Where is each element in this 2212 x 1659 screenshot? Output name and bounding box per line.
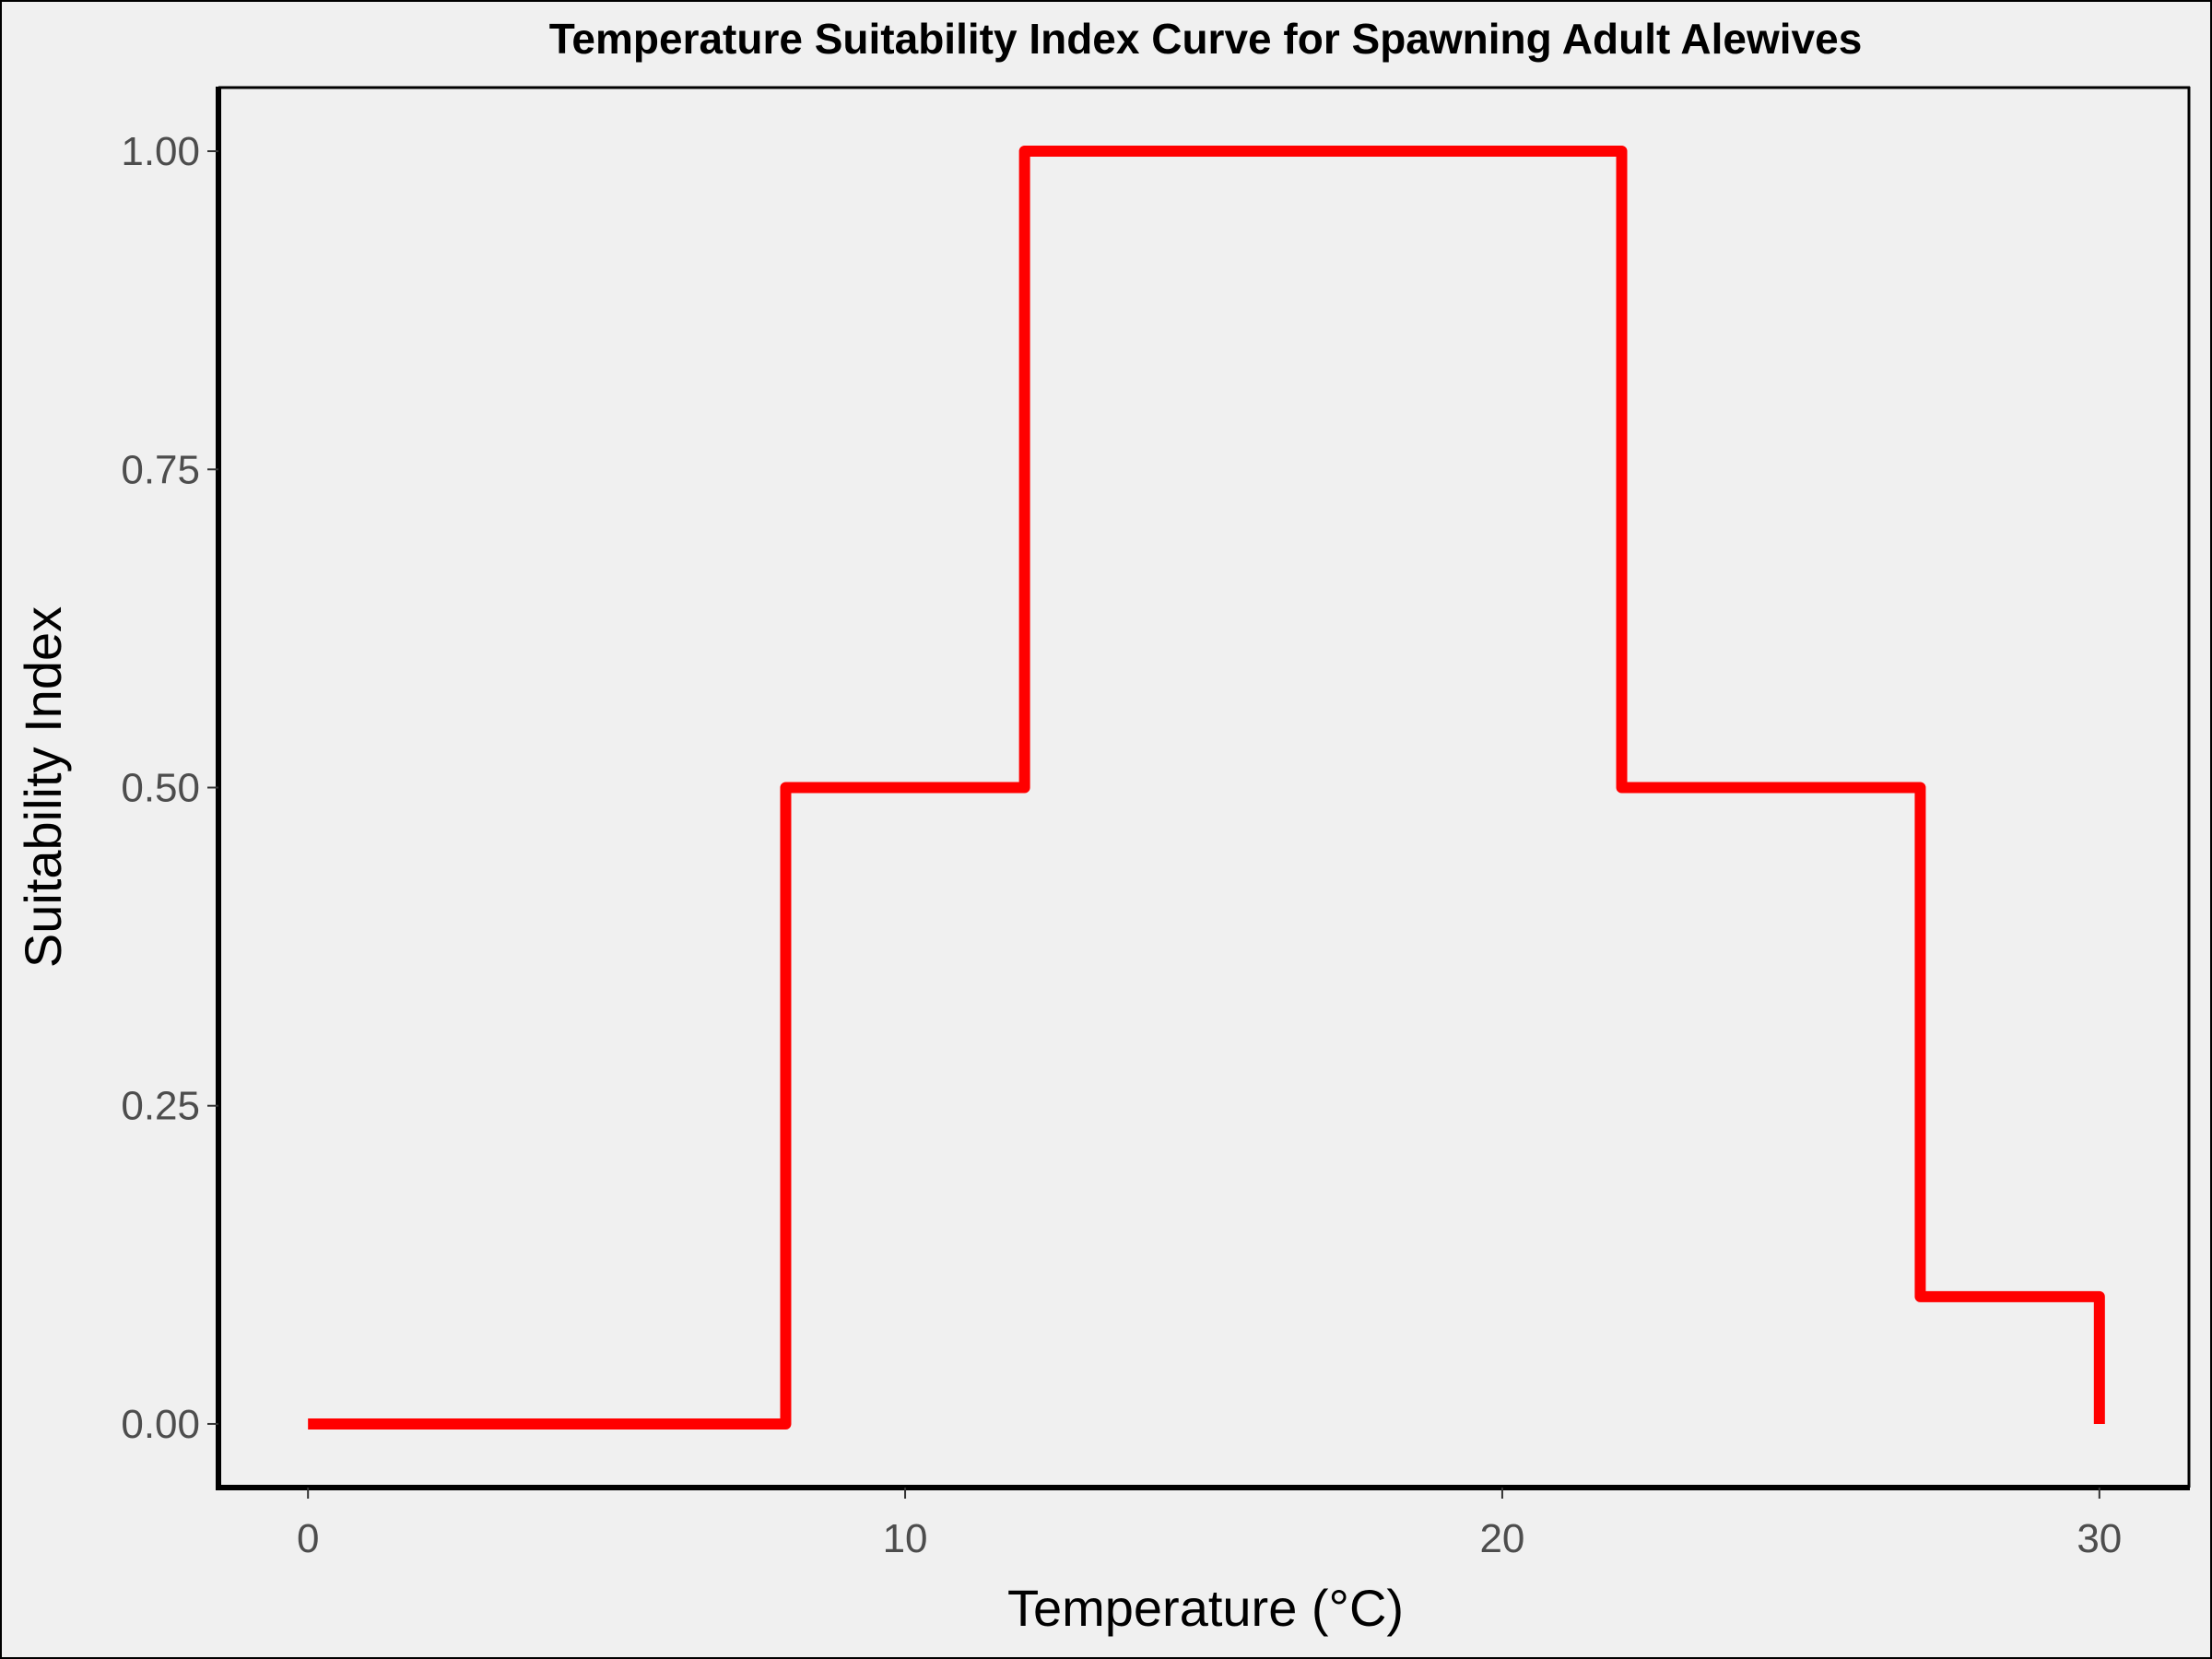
series-layer <box>308 146 2105 1430</box>
suitability-step-line <box>308 146 2105 1430</box>
x-tick-label: 0 <box>297 1516 319 1561</box>
y-tick-label: 1.00 <box>121 129 200 174</box>
x-tick-label: 30 <box>2077 1516 2122 1561</box>
y-tick-label: 0.50 <box>121 766 200 811</box>
x-tick-label: 20 <box>1479 1516 1524 1561</box>
x-tick-label: 10 <box>883 1516 928 1561</box>
chart-title: Temperature Suitability Index Curve for … <box>549 15 1863 63</box>
y-tick-label: 0.25 <box>121 1084 200 1129</box>
x-axis-ticks: 0 10 20 30 <box>297 1488 2122 1561</box>
y-tick-label: 0.75 <box>121 447 200 492</box>
y-axis-title: Suitability Index <box>14 606 72 968</box>
y-tick-label: 0.00 <box>121 1402 200 1447</box>
x-axis-title: Temperature (°C) <box>1007 1579 1404 1637</box>
y-axis-ticks: 0.00 0.25 0.50 0.75 1.00 <box>121 129 218 1447</box>
